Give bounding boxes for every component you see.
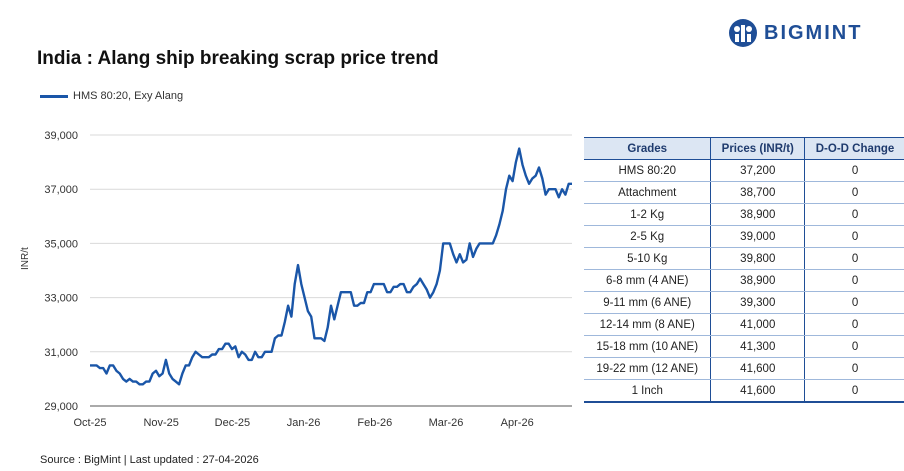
legend-swatch (40, 94, 68, 98)
legend-label: HMS 80:20, Exy Alang (73, 90, 184, 102)
grades-price-table: Grades Prices (INR/t) D-O-D Change HMS 8… (584, 137, 904, 403)
grade-cell: 1 Inch (584, 379, 711, 403)
x-tick-label: Nov-25 (143, 417, 178, 429)
x-tick-label: Mar-26 (429, 417, 464, 429)
dod-change-cell: 0 (804, 159, 904, 182)
grade-cell: 9-11 mm (6 ANE) (584, 291, 711, 314)
x-tick-label: Dec-25 (215, 417, 250, 429)
source-note: Source : BigMint | Last updated : 27-04-… (40, 454, 259, 466)
price-cell: 39,300 (710, 291, 806, 314)
grade-cell: 5-10 Kg (584, 247, 711, 270)
grade-cell: 6-8 mm (4 ANE) (584, 269, 711, 292)
y-tick-label: 33,000 (44, 293, 78, 305)
brand-logo: BIGMINT (728, 18, 862, 48)
x-tick-label: Jan-26 (287, 417, 321, 429)
dod-change-cell: 0 (804, 335, 904, 358)
table-row: HMS 80:20 37,200 0 (584, 159, 904, 182)
table-row: 6-8 mm (4 ANE) 38,900 0 (584, 269, 904, 292)
table-row: 1-2 Kg 38,900 0 (584, 203, 904, 226)
header-prices: Prices (INR/t) (710, 137, 806, 160)
dod-change-cell: 0 (804, 379, 904, 403)
dod-change-cell: 0 (804, 181, 904, 204)
price-cell: 38,900 (710, 203, 806, 226)
table-row: 1 Inch 41,600 0 (584, 379, 904, 403)
dod-change-cell: 0 (804, 225, 904, 248)
price-cell: 37,200 (710, 159, 806, 182)
grade-cell: HMS 80:20 (584, 159, 711, 182)
price-cell: 41,300 (710, 335, 806, 358)
grade-cell: Attachment (584, 181, 711, 204)
x-tick-label: Apr-26 (501, 417, 534, 429)
chart-title: India : Alang ship breaking scrap price … (37, 48, 439, 69)
grade-cell: 19-22 mm (12 ANE) (584, 357, 711, 380)
dod-change-cell: 0 (804, 291, 904, 314)
grade-cell: 15-18 mm (10 ANE) (584, 335, 711, 358)
table-row: 12-14 mm (8 ANE) 41,000 0 (584, 313, 904, 336)
y-tick-label: 37,000 (44, 184, 78, 196)
grade-cell: 1-2 Kg (584, 203, 711, 226)
x-tick-label: Feb-26 (357, 417, 392, 429)
brand-name: BIGMINT (764, 21, 863, 44)
y-tick-label: 35,000 (44, 238, 78, 250)
table-header-row: Grades Prices (INR/t) D-O-D Change (584, 137, 904, 160)
chart-legend: HMS 80:20, Exy Alang (40, 90, 183, 102)
price-trend-chart: 29,000 31,000 33,000 35,000 37,000 39,000 Oct-… (44, 130, 572, 429)
series-line-0 (90, 147, 572, 386)
price-cell: 41,000 (710, 313, 806, 336)
price-cell: 39,000 (710, 225, 806, 248)
y-tick-label: 39,000 (44, 130, 78, 142)
dod-change-cell: 0 (804, 269, 904, 292)
dod-change-cell: 0 (804, 313, 904, 336)
price-cell: 41,600 (710, 357, 806, 380)
price-cell: 41,600 (710, 379, 806, 403)
x-tick-label: Oct-25 (73, 417, 106, 429)
price-cell: 39,800 (710, 247, 806, 270)
header-grades: Grades (584, 137, 711, 160)
y-tick-label: 29,000 (44, 401, 78, 413)
table-row: Attachment 38,700 0 (584, 181, 904, 204)
table-row: 15-18 mm (10 ANE) 41,300 0 (584, 335, 904, 358)
table-row: 5-10 Kg 39,800 0 (584, 247, 904, 270)
price-cell: 38,900 (710, 269, 806, 292)
table-row: 19-22 mm (12 ANE) 41,600 0 (584, 357, 904, 380)
bigmint-logo-icon (729, 19, 757, 47)
dod-change-cell: 0 (804, 247, 904, 270)
table-row: 2-5 Kg 39,000 0 (584, 225, 904, 248)
table-row: 9-11 mm (6 ANE) 39,300 0 (584, 291, 904, 314)
dod-change-cell: 0 (804, 203, 904, 226)
price-cell: 38,700 (710, 181, 806, 204)
grade-cell: 2-5 Kg (584, 225, 711, 248)
y-tick-label: 31,000 (44, 347, 78, 359)
y-axis-label: INR/t (20, 247, 31, 270)
grade-cell: 12-14 mm (8 ANE) (584, 313, 711, 336)
header-dod-change: D-O-D Change (804, 137, 904, 160)
dod-change-cell: 0 (804, 357, 904, 380)
